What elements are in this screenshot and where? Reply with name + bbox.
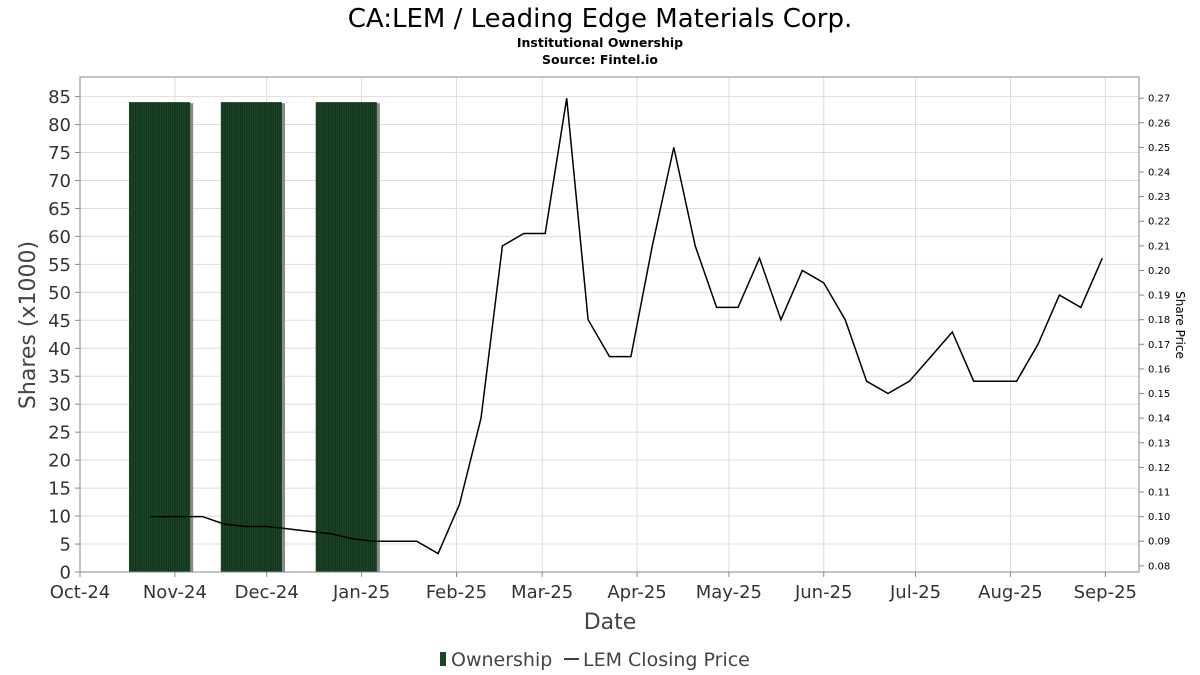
y2-tick-label: 0.24 — [1148, 168, 1170, 179]
y2-tick-label: 0.16 — [1148, 364, 1170, 375]
x-tick-label: Nov-24 — [143, 582, 207, 603]
y-tick-label: 25 — [48, 423, 71, 444]
y-tick-label: 40 — [48, 339, 71, 360]
y-tick-label: 50 — [48, 283, 71, 304]
y2-tick-label: 0.21 — [1148, 241, 1170, 252]
y2-tick-label: 0.14 — [1148, 414, 1170, 425]
y-tick-label: 45 — [48, 311, 71, 332]
y2-tick-label: 0.27 — [1148, 94, 1170, 105]
x-tick-label: May-25 — [696, 582, 762, 603]
y2-tick-label: 0.17 — [1148, 340, 1170, 351]
chart-source: Source: Fintel.io — [542, 52, 658, 67]
chart-subtitle: Institutional Ownership — [517, 35, 683, 50]
x-tick-label: Dec-24 — [235, 582, 299, 603]
y-tick-label: 80 — [48, 115, 71, 136]
legend-ownership-swatch — [440, 652, 446, 666]
y-tick-label: 20 — [48, 451, 71, 472]
y-tick-label: 5 — [60, 535, 71, 556]
ownership-bar — [128, 102, 194, 572]
y2-tick-label: 0.15 — [1148, 389, 1170, 400]
y2-tick-label: 0.19 — [1148, 291, 1170, 302]
x-tick-label: Apr-25 — [607, 582, 666, 603]
chart-title: CA:LEM / Leading Edge Materials Corp. — [348, 4, 852, 34]
y2-tick-label: 0.20 — [1148, 266, 1170, 277]
y2-tick-label: 0.09 — [1148, 537, 1170, 548]
y2-tick-label: 0.11 — [1148, 488, 1170, 499]
y-tick-label: 30 — [48, 395, 71, 416]
y2-tick-label: 0.12 — [1148, 463, 1170, 474]
y-axis-title: Shares (x1000) — [16, 241, 41, 409]
legend: Ownership LEM Closing Price — [440, 649, 750, 671]
y-tick-label: 65 — [48, 199, 71, 220]
y2-tick-label: 0.25 — [1148, 143, 1170, 154]
ownership-bars — [128, 102, 380, 572]
y-tick-label: 75 — [48, 143, 71, 164]
y2-tick-label: 0.22 — [1148, 217, 1170, 228]
x-axis-title: Date — [584, 610, 637, 635]
y2-tick-label: 0.18 — [1148, 315, 1170, 326]
y-tick-label: 35 — [48, 367, 71, 388]
y2-tick-label: 0.13 — [1148, 438, 1170, 449]
plot-frame — [79, 76, 1140, 573]
x-tick-label: Jan-25 — [332, 582, 390, 603]
x-tick-label: Oct-24 — [50, 582, 111, 603]
y-tick-label: 85 — [48, 87, 71, 108]
y-tick-label: 60 — [48, 227, 71, 248]
y2-tick-label: 0.10 — [1148, 512, 1170, 523]
x-tick-label: Aug-25 — [978, 582, 1043, 603]
y-tick-label: 55 — [48, 255, 71, 276]
x-tick-label: Feb-25 — [426, 582, 487, 603]
x-tick-label: Sep-25 — [1074, 582, 1137, 603]
legend-ownership-label: Ownership — [451, 649, 552, 671]
y-tick-label: 0 — [60, 563, 71, 584]
right-axis: 0.08 0.09 0.10 0.11 0.12 0.13 0.14 0.15 0.16 0.17… — [1139, 94, 1170, 572]
ownership-bar — [315, 102, 380, 572]
x-tick-label: Jul-25 — [889, 582, 941, 603]
price-line-layer — [150, 98, 1103, 555]
x-axis: Oct-24 Nov-24 Dec-24 Jan-25 Feb-25 Mar-25 Apr-… — [50, 572, 1137, 603]
legend-price-label: LEM Closing Price — [583, 649, 750, 671]
y-tick-label: 70 — [48, 171, 71, 192]
y-tick-label: 10 — [48, 507, 71, 528]
y2-tick-label: 0.23 — [1148, 192, 1170, 203]
price-line — [150, 98, 1103, 555]
x-tick-label: Jun-25 — [794, 582, 853, 603]
y-tick-label: 15 — [48, 479, 71, 500]
y2-axis-title: Share Price — [1173, 291, 1187, 359]
x-tick-label: Mar-25 — [511, 582, 573, 603]
ownership-bar — [220, 102, 286, 572]
left-axis: 0 5 10 15 20 25 30 35 40 45 50 55 60 65 70 75 80 85 — [48, 87, 80, 584]
y2-tick-label: 0.26 — [1148, 118, 1170, 129]
y2-tick-label: 0.08 — [1148, 561, 1170, 572]
